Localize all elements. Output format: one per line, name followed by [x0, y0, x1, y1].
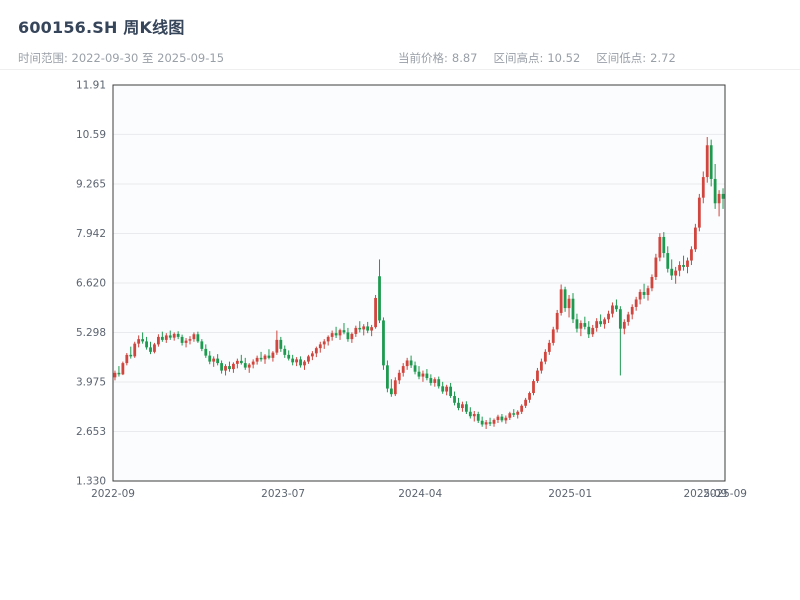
- price-stats: 当前价格: 8.87 区间高点: 10.52 区间低点: 2.72: [398, 50, 676, 66]
- svg-text:2025-01: 2025-01: [548, 488, 592, 500]
- current-price-label: 当前价格:: [398, 51, 448, 65]
- svg-text:11.91: 11.91: [76, 80, 106, 92]
- svg-text:2022-09: 2022-09: [91, 488, 135, 500]
- range-low-value: 2.72: [650, 51, 676, 65]
- range-high-label: 区间高点:: [493, 51, 544, 65]
- svg-text:6.620: 6.620: [76, 278, 106, 290]
- date-range-label: 时间范围: 2022-09-30 至 2025-09-15: [18, 51, 225, 65]
- current-price-stat: 当前价格: 8.87: [398, 50, 477, 66]
- svg-text:2025-09: 2025-09: [703, 488, 747, 500]
- current-price-value: 8.87: [451, 51, 478, 65]
- svg-text:7.942: 7.942: [76, 228, 106, 240]
- range-high-stat: 区间高点: 10.52: [493, 50, 580, 66]
- svg-text:2.653: 2.653: [76, 426, 106, 438]
- svg-text:2025-09: 2025-09: [683, 488, 727, 500]
- svg-text:5.298: 5.298: [76, 327, 106, 339]
- range-low-label: 区间低点:: [596, 51, 647, 65]
- svg-text:2024-04: 2024-04: [398, 488, 442, 500]
- svg-text:10.59: 10.59: [76, 129, 106, 141]
- header-divider: [0, 69, 800, 70]
- svg-text:9.265: 9.265: [76, 179, 106, 191]
- range-low-stat: 区间低点: 2.72: [596, 50, 675, 66]
- page-title: 600156.SH 周K线图: [18, 18, 185, 37]
- svg-text:2023-07: 2023-07: [261, 488, 305, 500]
- svg-text:3.975: 3.975: [76, 377, 106, 389]
- svg-text:1.330: 1.330: [76, 476, 106, 488]
- range-high-value: 10.52: [547, 51, 581, 65]
